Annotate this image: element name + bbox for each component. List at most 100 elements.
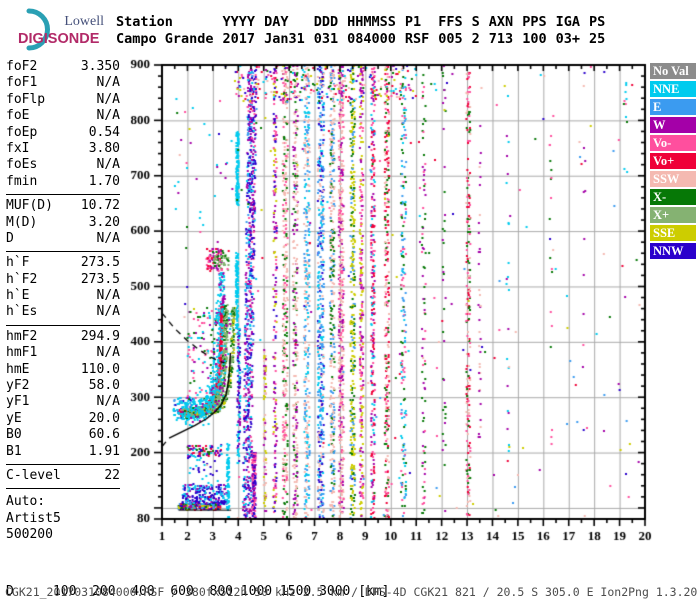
scaled-parameters-panel: foF2 3.350 foF1 N/A foFlp N/A foE N/A foEp 0.54 fx… (6, 59, 120, 544)
param-value: 1.91 (88, 443, 120, 459)
param-value: 3.20 (88, 214, 120, 230)
param-row-b0: B0 60.6 (6, 427, 120, 443)
param-row-d: D N/A (6, 231, 120, 247)
legend-item-sse: SSE (650, 225, 696, 241)
header-column-ps: PS 25 (589, 14, 605, 48)
param-row-fmin: fmin 1.70 (6, 174, 120, 190)
param-value: 3.350 (80, 59, 120, 74)
header-column-station: Station Campo Grande (116, 14, 214, 48)
header-field-label: PPS (522, 14, 547, 30)
param-row-b1: B1 1.91 (6, 444, 120, 460)
param-row-foflp: foFlp N/A (6, 92, 120, 108)
param-value: N/A (96, 345, 120, 361)
param-row-hmf2: hmF2 294.9 (6, 329, 120, 345)
autoscaling-line: Artist5 (6, 510, 61, 526)
param-group-separator (6, 488, 120, 490)
param-row-fxi: fxI 3.80 (6, 141, 120, 157)
param-row-hme: hmE 110.0 (6, 362, 120, 378)
legend-item-noval: No Val (650, 63, 696, 79)
param-label: hmF1 (6, 345, 38, 361)
header-field-label: S (471, 14, 480, 30)
param-label: C-level (6, 467, 61, 483)
legend-label: E (653, 100, 662, 114)
param-row-hes: h`Es N/A (6, 304, 120, 320)
legend-label: No Val (653, 64, 689, 78)
doppler-direction-legend: No Val NNE E W Vo- Vo+ SSW X- X+ SSE NNW (650, 63, 696, 261)
autoscaling-info: Auto: Artist5 500200 (6, 494, 120, 543)
param-label: yE (6, 410, 22, 426)
measurement-header: Station Campo Grande YYYY 2017 DAY Jan31 DDD 03… (116, 14, 605, 48)
param-value: N/A (96, 91, 120, 107)
legend-label: SSW (653, 172, 680, 186)
legend-label: W (653, 118, 666, 132)
param-value: 58.0 (88, 378, 120, 394)
param-value: 60.6 (88, 427, 120, 443)
header-column-ffs: FFS 005 (438, 14, 462, 48)
param-label: foEp (6, 124, 38, 140)
header-field-label: Station (116, 14, 173, 30)
param-row-fof2: foF2 3.350 (6, 59, 120, 75)
param-label: B0 (6, 427, 22, 443)
param-value: N/A (96, 230, 120, 246)
param-value: 3.80 (88, 140, 120, 156)
param-label: foF2 (6, 59, 38, 74)
header-field-value: 005 (438, 31, 463, 47)
param-row-foes: foEs N/A (6, 157, 120, 173)
legend-label: NNE (653, 82, 680, 96)
legend-label: X+ (653, 208, 670, 222)
header-field-label: DAY (264, 14, 289, 30)
muf-distance-table: D 100 200 400 600 800 1000 1500 3000 [km… (6, 553, 397, 600)
param-label: M(D) (6, 214, 38, 230)
param-row-he: h`E N/A (6, 288, 120, 304)
header-field-label: AXN (488, 14, 514, 30)
legend-item-vo+: Vo+ (650, 153, 696, 169)
param-value: 294.9 (80, 328, 120, 344)
param-label: foEs (6, 157, 38, 173)
distance-row: D 100 200 400 600 800 1000 1500 3000 [km… (6, 584, 390, 599)
param-value: N/A (96, 304, 120, 320)
param-label: h`Es (6, 304, 38, 320)
header-column-ddd: DDD 031 (314, 14, 338, 48)
header-field-label: FFS (438, 14, 463, 30)
logo-graphic: Lowell DIGISONDE (18, 8, 104, 51)
autoscaling-line: Auto: (6, 494, 46, 510)
legend-label: SSE (653, 226, 676, 240)
param-label: foFlp (6, 91, 46, 107)
header-column-iga: IGA 03+ (556, 14, 580, 48)
param-value: 20.0 (88, 410, 120, 426)
header-field-value: RSF (404, 31, 430, 47)
param-value: N/A (96, 75, 120, 91)
param-value: 273.5 (80, 271, 120, 287)
logo-line1: Lowell (64, 14, 104, 29)
lowell-digisonde-logo: Lowell DIGISONDE (4, 6, 116, 52)
param-value: N/A (96, 157, 120, 173)
legend-label: Vo- (653, 136, 672, 150)
header-field-label: PS (588, 14, 606, 30)
param-label: hmE (6, 361, 30, 377)
param-row-hf: h`F 273.5 (6, 255, 120, 271)
header-field-value: 03+ (555, 31, 580, 47)
param-row-foe: foE N/A (6, 108, 120, 124)
param-row-yf2: yF2 58.0 (6, 378, 120, 394)
param-value: N/A (96, 394, 120, 410)
param-value: 22 (104, 467, 120, 483)
param-group-separator (6, 251, 120, 253)
header-field-label: P1 (404, 14, 422, 30)
param-row-hmf1: hmF1 N/A (6, 345, 120, 361)
header-column-p1: P1 RSF (405, 14, 429, 48)
legend-item-nnw: NNW (650, 243, 696, 259)
header-field-label: HHMMSS (347, 14, 396, 30)
param-label: B1 (6, 443, 22, 459)
header-column-pps: PPS 100 (522, 14, 546, 48)
autoscaling-line: 500200 (6, 527, 53, 543)
param-row-hf2: h`F2 273.5 (6, 272, 120, 288)
header-column-yyyy: YYYY 2017 (223, 14, 256, 48)
logo-arc (26, 8, 50, 51)
param-row-foep: foEp 0.54 (6, 125, 120, 141)
param-value: 1.70 (88, 173, 120, 189)
legend-item-x-: X- (650, 189, 696, 205)
param-label: foE (6, 108, 30, 124)
legend-item-e: E (650, 99, 696, 115)
param-label: h`F2 (6, 271, 38, 287)
param-value: 110.0 (80, 361, 120, 377)
